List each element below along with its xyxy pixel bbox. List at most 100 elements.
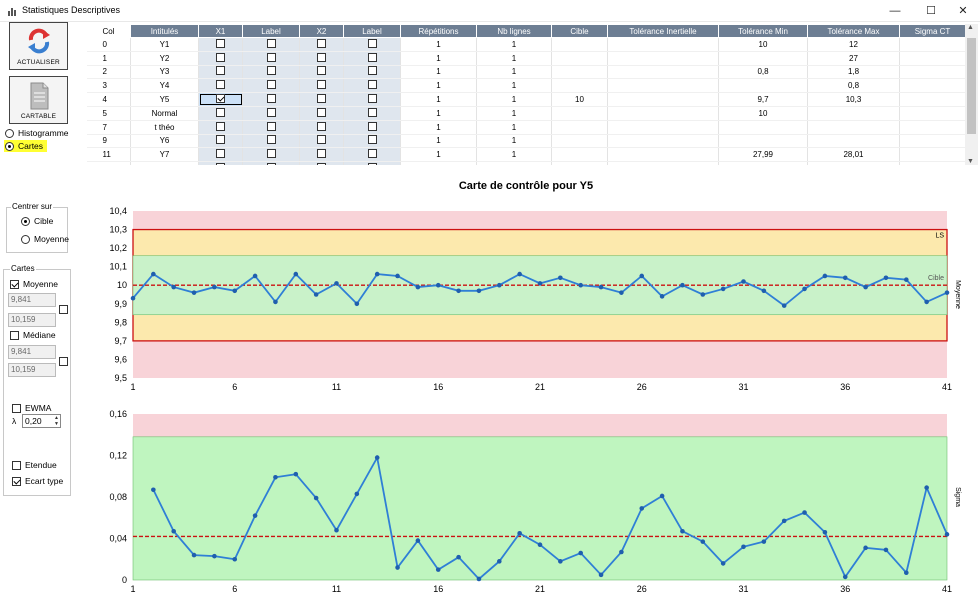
grid-checkbox-cell[interactable] — [343, 37, 401, 52]
grid-checkbox-cell[interactable] — [198, 120, 243, 135]
grid-cell[interactable]: Y4 — [130, 78, 199, 94]
grid-cell[interactable]: 1 — [400, 92, 477, 107]
grid-checkbox[interactable] — [266, 38, 276, 48]
grid-cell[interactable]: 27,99 — [718, 161, 808, 165]
grid-cell[interactable]: 1 — [476, 120, 552, 135]
scroll-down-icon[interactable]: ▼ — [967, 158, 974, 165]
checkbox-ecart-type[interactable]: Ecart type — [12, 476, 63, 486]
spinner-down-icon[interactable]: ▼ — [54, 421, 59, 427]
grid-checkbox[interactable] — [216, 163, 225, 165]
grid-checkbox[interactable] — [367, 163, 377, 165]
grid-checkbox-cell[interactable] — [299, 161, 344, 165]
grid-cell[interactable]: Normal — [130, 106, 199, 121]
grid-checkbox-cell[interactable] — [242, 78, 300, 94]
radio-cible[interactable]: Cible — [21, 216, 53, 226]
grid-cell[interactable] — [551, 78, 608, 94]
grid-checkbox[interactable] — [317, 135, 326, 145]
grid-cell[interactable] — [899, 120, 966, 135]
cartable-button[interactable]: CARTABLE — [9, 76, 68, 124]
grid-cell[interactable] — [551, 51, 608, 66]
table-row[interactable]: 3 Y4 1 1 0,8 — [86, 78, 966, 94]
grid-cell[interactable] — [607, 120, 719, 135]
moyenne-low-field[interactable]: 9,841 — [8, 293, 56, 307]
grid-cell[interactable] — [607, 106, 719, 121]
grid-cell[interactable] — [607, 134, 719, 149]
grid-cell[interactable]: 1 — [400, 65, 477, 80]
grid-cell[interactable] — [551, 65, 608, 80]
grid-cell[interactable]: t théo — [130, 120, 199, 135]
grid-cell[interactable]: 1 — [476, 134, 552, 149]
grid-checkbox[interactable] — [216, 149, 225, 159]
grid-checkbox[interactable] — [317, 149, 326, 159]
grid-cell[interactable] — [551, 147, 608, 163]
table-row[interactable]: 5 Normal 1 1 10 — [86, 106, 966, 121]
grid-cell[interactable] — [607, 78, 719, 94]
grid-cell[interactable] — [899, 106, 966, 121]
checkbox-moyenne-box[interactable] — [10, 279, 19, 289]
grid-checkbox-cell[interactable] — [198, 134, 243, 149]
grid-cell[interactable]: 0,8 — [718, 65, 808, 80]
grid-checkbox-cell[interactable] — [242, 37, 300, 52]
grid-checkbox-cell[interactable] — [242, 65, 300, 80]
grid-cell[interactable]: 1 — [400, 161, 477, 165]
mediane-high-field[interactable]: 10,159 — [8, 363, 56, 377]
grid-checkbox-cell[interactable] — [343, 106, 401, 121]
moyenne-high-field[interactable]: 10,159 — [8, 313, 56, 327]
table-row[interactable]: 0 Y1 1 1 10 12 — [86, 37, 966, 52]
scroll-thumb[interactable] — [967, 38, 976, 134]
grid-cell[interactable] — [807, 134, 900, 149]
grid-cell[interactable]: Y5 — [130, 92, 199, 107]
radio-moyenne-circle[interactable] — [21, 234, 30, 244]
grid-cell[interactable]: 1 — [476, 92, 552, 107]
checkbox-ecart-type-box[interactable] — [12, 476, 21, 486]
column-header[interactable]: Répétitions — [400, 24, 477, 38]
grid-cell[interactable]: Y6 — [130, 134, 199, 149]
checkbox-ewma[interactable]: EWMA — [12, 403, 51, 413]
grid-cell[interactable]: 28,01 — [807, 161, 900, 165]
grid-checkbox-cell[interactable] — [198, 92, 243, 107]
grid-cell[interactable] — [899, 78, 966, 94]
column-header[interactable]: Sigma CT — [899, 24, 966, 38]
grid-checkbox[interactable] — [317, 163, 326, 165]
grid-checkbox-cell[interactable] — [242, 92, 300, 107]
grid-checkbox-cell[interactable] — [299, 37, 344, 52]
grid-checkbox-cell[interactable] — [198, 161, 243, 165]
column-header[interactable]: Cible — [551, 24, 608, 38]
grid-checkbox-cell[interactable] — [343, 51, 401, 66]
table-row[interactable]: 1 Y2 1 1 27 — [86, 51, 966, 66]
grid-cell[interactable]: 1 — [476, 147, 552, 163]
grid-checkbox[interactable] — [367, 38, 377, 48]
scroll-up-icon[interactable]: ▲ — [967, 24, 974, 31]
grid-cell[interactable]: 10 — [551, 92, 608, 107]
mediane-low-field[interactable]: 9,841 — [8, 345, 56, 359]
column-header[interactable]: Tolérance Max — [807, 24, 900, 38]
grid-checkbox[interactable] — [367, 66, 377, 76]
grid-checkbox[interactable] — [367, 80, 377, 90]
radio-histogramme-circle[interactable] — [5, 128, 14, 138]
spinner-up-icon[interactable]: ▲ — [54, 415, 59, 421]
grid-cell[interactable] — [551, 106, 608, 121]
radio-moyenne[interactable]: Moyenne — [21, 234, 69, 244]
grid-checkbox[interactable] — [367, 94, 377, 104]
grid-cell[interactable] — [607, 37, 719, 52]
grid-checkbox[interactable] — [317, 80, 326, 90]
grid-checkbox[interactable] — [216, 121, 225, 131]
grid-checkbox[interactable] — [266, 149, 276, 159]
close-button[interactable]: ✕ — [958, 5, 968, 17]
checkbox-ewma-box[interactable] — [12, 403, 21, 413]
grid-cell[interactable] — [899, 161, 966, 165]
grid-checkbox[interactable] — [317, 107, 326, 117]
maximize-button[interactable]: ☐ — [926, 5, 936, 17]
grid-checkbox-cell[interactable] — [299, 106, 344, 121]
grid-checkbox[interactable] — [216, 135, 225, 145]
grid-checkbox-cell[interactable] — [343, 120, 401, 135]
checkbox-mediane[interactable]: Médiane — [10, 330, 56, 340]
grid-cell[interactable] — [607, 161, 719, 165]
grid-checkbox[interactable] — [317, 121, 326, 131]
table-row[interactable]: 11 Y7 1 1 27,99 28,01 — [86, 147, 966, 163]
grid-checkbox-cell[interactable] — [242, 106, 300, 121]
grid-cell[interactable]: 0,8 — [807, 78, 900, 94]
grid-checkbox[interactable] — [266, 80, 276, 90]
minimize-button[interactable]: — — [889, 5, 901, 17]
